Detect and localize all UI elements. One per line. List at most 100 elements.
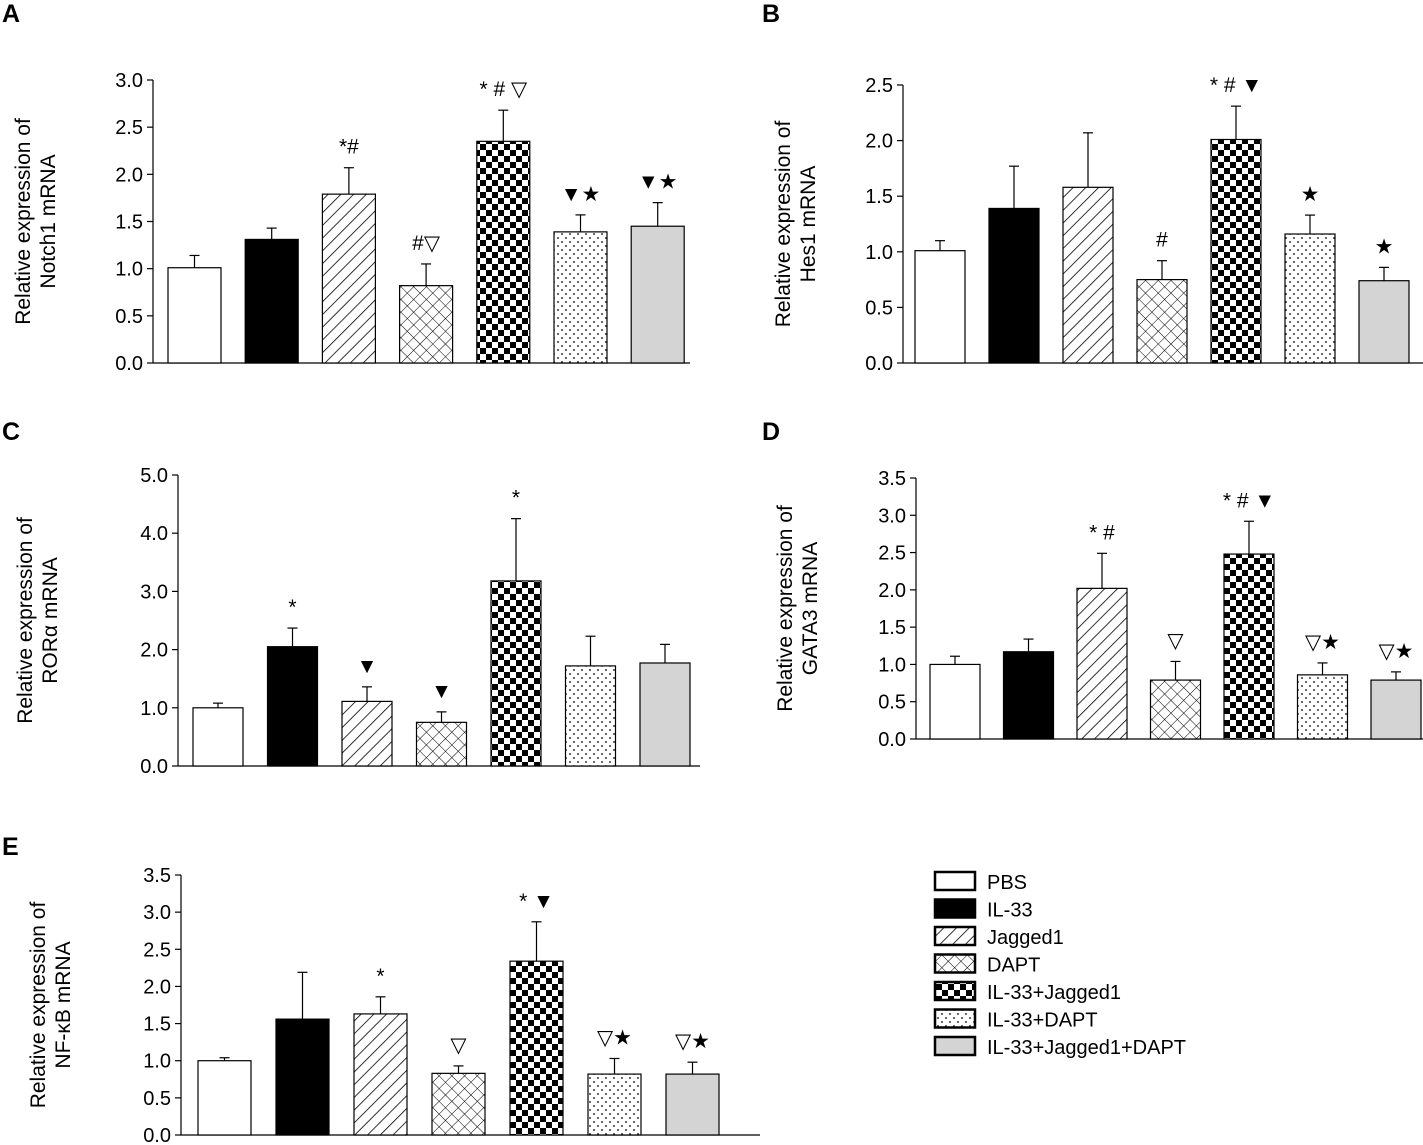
significance-marker: * [288, 596, 296, 619]
legend-item: IL-33+Jagged1+DAPT [933, 1035, 1186, 1059]
bar-pbs [197, 1060, 252, 1136]
bar-jagged1 [321, 193, 376, 364]
y-tick-label: 2.5 [143, 939, 171, 961]
bar-il-33 [988, 207, 1040, 364]
bar-il-33-plus-jagged1-plus-dapt [630, 225, 685, 364]
bar-il-33-plus-jagged1 [1210, 138, 1262, 364]
bar-il-33-plus-jagged1 [509, 960, 564, 1136]
y-tick-label: 3.5 [143, 865, 171, 887]
bar-pbs [192, 707, 244, 767]
y-tick-label: 1.0 [878, 654, 906, 676]
y-axis-label: Relative expression ofNF-κB mRNA [27, 902, 75, 1109]
panel-c: C Relative expression ofRORα mRNA 0.0 1.0 2.… [2, 418, 700, 778]
y-tick-label: 3.0 [878, 505, 906, 527]
significance-marker: ▽★ [675, 1030, 710, 1053]
legend-item: IL-33+Jagged1 [933, 980, 1121, 1004]
significance-marker: * [376, 965, 384, 988]
legend-swatch [933, 1008, 977, 1029]
bar-dapt [431, 1072, 486, 1136]
y-tick-label: 0.0 [143, 1125, 171, 1145]
significance-marker: * ▼ [519, 890, 554, 913]
significance-marker: * # ▼ [1210, 74, 1262, 97]
legend-label: Jagged1 [987, 927, 1064, 949]
legend-item: IL-33+DAPT [933, 1008, 1098, 1032]
legend-label: PBS [987, 872, 1027, 894]
legend-item: Jagged1 [933, 925, 1064, 949]
bar-il-33-plus-dapt [564, 665, 617, 767]
bar-il-33-plus-jagged1 [1223, 553, 1275, 740]
bar-jagged1 [1062, 186, 1114, 364]
bar-il-33 [266, 646, 319, 767]
significance-marker: ▽ [1167, 629, 1184, 652]
significance-marker: ▽★ [1379, 640, 1414, 663]
bar-il-33-plus-jagged1 [490, 580, 542, 767]
bar-il-33 [244, 238, 299, 364]
y-tick-label: 2.5 [878, 543, 906, 565]
y-tick-label: 0.5 [865, 297, 893, 319]
bar-il-33-plus-jagged1-plus-dapt [665, 1073, 720, 1136]
y-tick-label: 3.5 [878, 468, 906, 490]
legend-item: DAPT [933, 953, 1040, 977]
panel-b: B Relative expression ofHes1 mRNA 0.0 0.5 1.… [762, 0, 1423, 375]
legend-swatch [933, 870, 977, 892]
y-tick-label: 1.0 [865, 242, 893, 264]
y-tick-label: 2.0 [140, 640, 168, 662]
y-tick-label: 3.0 [140, 581, 168, 603]
legend-label: IL-33+Jagged1+DAPT [987, 1037, 1186, 1059]
legend-swatch [933, 1035, 977, 1057]
y-tick-label: 3.0 [115, 70, 143, 92]
bar-jagged1 [353, 1013, 408, 1136]
y-tick-label: 1.5 [143, 1014, 171, 1036]
y-tick-label: 1.0 [140, 698, 168, 720]
significance-marker: ▼★ [638, 171, 678, 194]
bar-jagged1 [341, 700, 393, 767]
y-tick-label: 2.0 [865, 131, 893, 153]
significance-marker: *# [339, 136, 359, 159]
y-tick-label: 1.5 [878, 617, 906, 639]
legend-item: IL-33 [933, 898, 1033, 922]
bar-il-33-plus-jagged1-plus-dapt [1358, 280, 1410, 364]
y-tick-label: 0.5 [878, 692, 906, 714]
y-tick-label: 1.5 [115, 212, 143, 234]
legend-label: IL-33+DAPT [987, 1010, 1098, 1032]
bar-pbs [167, 267, 222, 364]
y-axis-label: Relative expression ofHes1 mRNA [772, 121, 820, 328]
bar-il-33-plus-jagged1 [476, 140, 531, 364]
y-axis-label: Relative expression ofRORα mRNA [14, 517, 62, 724]
y-tick-label: 0.0 [878, 729, 906, 751]
y-axis-label: Relative expression ofGATA3 mRNA [774, 505, 822, 712]
bar-il-33 [1002, 651, 1055, 740]
significance-marker: ★ [1375, 235, 1394, 258]
legend-item: PBS [933, 870, 1027, 894]
y-tick-label: 1.0 [143, 1051, 171, 1073]
panel-a: A Relative expression ofNotch1 mRNA 0.0 0.5… [2, 0, 690, 375]
legend-swatch [933, 980, 977, 1002]
legend-swatch [933, 925, 977, 947]
bar-dapt [1136, 279, 1188, 364]
bar-jagged1 [1076, 587, 1128, 740]
significance-marker: ▽★ [597, 1026, 632, 1049]
significance-marker: ★ [1301, 183, 1320, 206]
y-tick-label: 2.0 [143, 976, 171, 998]
y-tick-label: 2.0 [878, 580, 906, 602]
legend: PBS IL-33 Jagged1 DAPT IL-33+Jagged1 IL-33+DA… [933, 870, 1186, 1059]
panel-letter: A [2, 0, 20, 28]
bar-pbs [929, 663, 981, 740]
significance-marker: * # ▼ [1223, 489, 1275, 512]
panel-letter: C [2, 418, 20, 446]
y-tick-label: 2.5 [865, 75, 893, 97]
significance-marker: ▼ [357, 655, 378, 678]
y-tick-label: 0.0 [865, 353, 893, 375]
significance-marker: * # [1089, 521, 1115, 544]
y-tick-label: 4.0 [140, 523, 168, 545]
bar-il-33-plus-jagged1-plus-dapt [639, 662, 691, 767]
significance-marker: #▽ [412, 232, 441, 255]
significance-marker: ▼★ [561, 183, 601, 206]
legend-label: DAPT [987, 955, 1040, 977]
bar-il-33-plus-dapt [587, 1073, 642, 1136]
y-tick-label: 0.5 [143, 1088, 171, 1110]
y-axis-label: Relative expression ofNotch1 mRNA [12, 118, 60, 325]
legend-label: IL-33+Jagged1 [987, 982, 1121, 1004]
